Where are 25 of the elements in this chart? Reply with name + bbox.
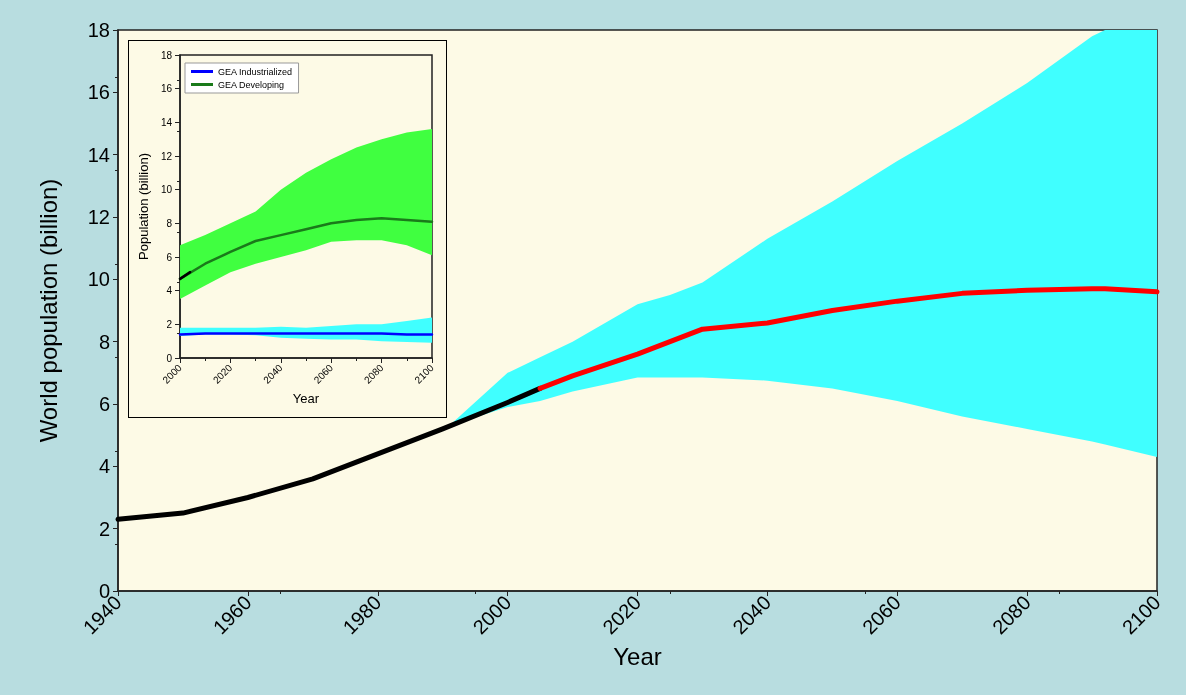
x-axis-title: Year <box>613 643 662 671</box>
y-tick-label: 16 <box>160 83 173 95</box>
y-tick-label: 10 <box>87 268 110 291</box>
y-tick-label: 6 <box>166 251 173 263</box>
y-tick-label: 2 <box>98 517 110 540</box>
y-tick-label: 4 <box>98 455 110 478</box>
legend-label: GEA Industrialized <box>218 66 293 77</box>
y-tick-label: 0 <box>166 352 173 364</box>
y-tick-label: 14 <box>160 116 173 128</box>
y-tick-label: 10 <box>160 184 173 196</box>
y-tick-label: 8 <box>98 330 110 353</box>
y-tick-label: 4 <box>166 285 173 297</box>
x-axis-title: Year <box>292 391 320 407</box>
y-tick-label: 18 <box>160 49 173 61</box>
y-tick-label: 6 <box>98 393 110 415</box>
y-tick-label: 12 <box>160 150 173 162</box>
legend-label: GEA Developing <box>218 79 285 90</box>
y-tick-label: 14 <box>87 143 110 166</box>
y-tick-label: 8 <box>166 217 173 229</box>
y-tick-label: 18 <box>87 19 110 41</box>
y-tick-label: 12 <box>87 206 110 228</box>
y-axis-title: Population (billion) <box>136 153 151 260</box>
y-tick-label: 16 <box>87 81 110 104</box>
y-axis-title: World population (billion) <box>34 178 62 443</box>
y-tick-label: 2 <box>166 318 173 330</box>
